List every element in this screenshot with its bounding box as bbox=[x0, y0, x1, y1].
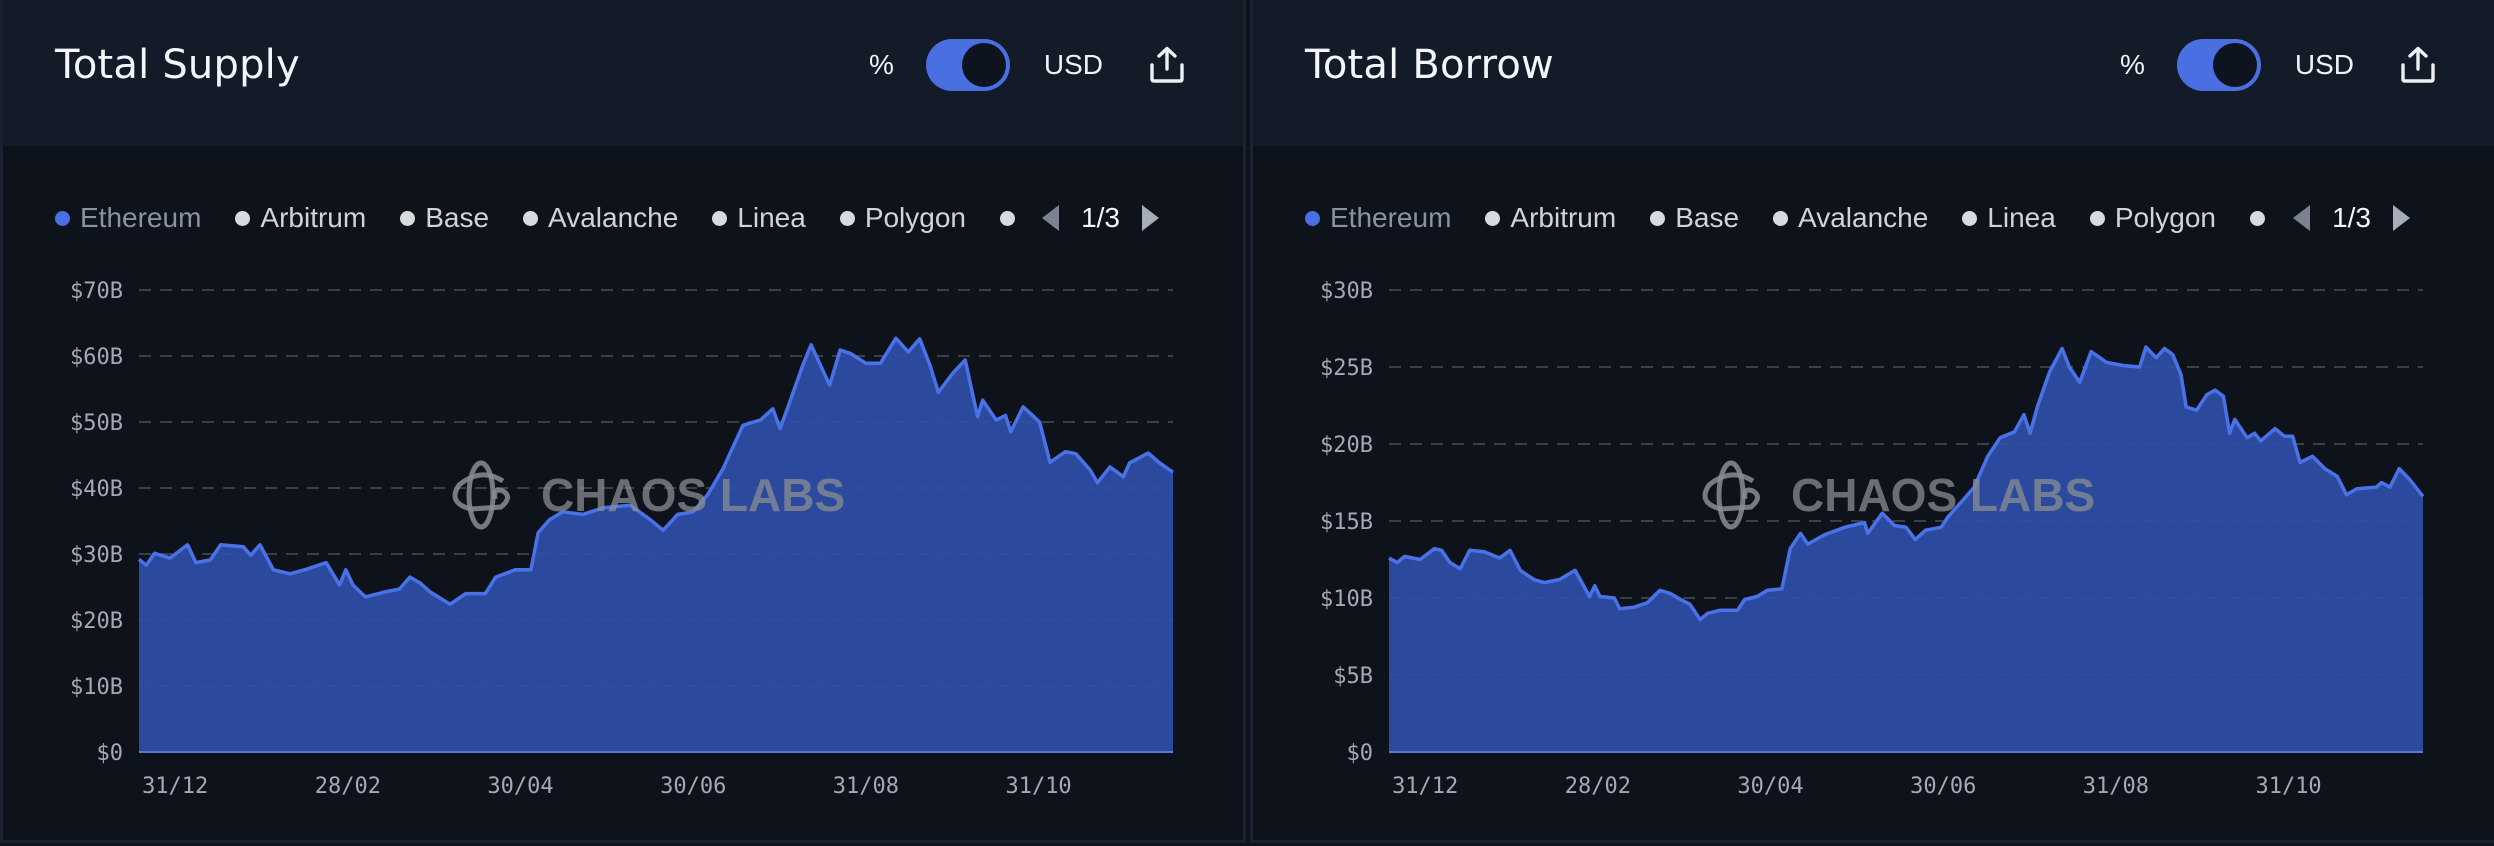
percent-usd-toggle[interactable] bbox=[925, 39, 1010, 91]
series-line bbox=[137, 336, 1174, 606]
legend-dot-icon bbox=[839, 210, 855, 226]
supply-area-chart[interactable]: $0 $10B $20B $30B $40B $50B $60B $70B 31/12 28/02… bbox=[3, 0, 1249, 843]
legend-dot-icon bbox=[1000, 210, 1015, 226]
legend-pager: 1/3 bbox=[1042, 202, 1159, 234]
usd-label: USD bbox=[2294, 49, 2354, 80]
panel-title: Total Borrow bbox=[1305, 42, 1554, 88]
share-upload-icon[interactable] bbox=[1147, 45, 1187, 85]
x-tick-label: 31/12 bbox=[142, 774, 208, 799]
chaos-labs-watermark: CHAOS LABS bbox=[1702, 460, 2095, 530]
y-tick-label: $40B bbox=[70, 477, 123, 502]
legend-dot-icon bbox=[712, 210, 728, 226]
legend-item-ethereum[interactable]: Ethereum bbox=[1305, 202, 1451, 234]
percent-usd-toggle[interactable] bbox=[2176, 39, 2261, 91]
legend-dot-icon bbox=[1773, 210, 1789, 226]
legend-dot-icon bbox=[1305, 210, 1320, 226]
legend-dot-icon bbox=[1962, 210, 1978, 226]
legend-page-indicator: 1/3 bbox=[2332, 202, 2371, 233]
area-fill bbox=[139, 338, 1173, 752]
chart-legend: Ethereum Arbitrum Base Avalanche Linea P… bbox=[55, 198, 1203, 238]
y-tick-label: $15B bbox=[1320, 510, 1373, 535]
legend-item-avalanche[interactable]: Avalanche bbox=[523, 202, 678, 234]
legend-dot-icon bbox=[235, 210, 251, 226]
panel-header: Total Supply % USD bbox=[3, 0, 1243, 146]
legend-item-arbitrum[interactable]: Arbitrum bbox=[235, 202, 366, 234]
x-tick-label: 31/12 bbox=[1392, 774, 1458, 799]
chart-legend: Ethereum Arbitrum Base Avalanche Linea P… bbox=[1305, 198, 2454, 238]
y-tick-label: $50B bbox=[70, 411, 123, 436]
toggle-knob bbox=[961, 43, 1006, 87]
legend-item-base[interactable]: Base bbox=[400, 202, 489, 234]
x-tick-label: 31/10 bbox=[1005, 774, 1071, 799]
x-tick-label: 30/06 bbox=[1910, 774, 1976, 799]
x-tick-label: 28/02 bbox=[315, 774, 381, 799]
y-tick-label: $10B bbox=[70, 675, 123, 700]
chaos-labs-watermark: CHAOS LABS bbox=[452, 460, 845, 530]
x-tick-label: 31/08 bbox=[2083, 774, 2149, 799]
panel-header: Total Borrow % USD bbox=[1253, 0, 2494, 146]
percent-label: % bbox=[868, 49, 894, 80]
legend-item-base[interactable]: Base bbox=[1650, 202, 1739, 234]
legend-pager: 1/3 bbox=[2293, 202, 2410, 234]
panel-title: Total Supply bbox=[55, 42, 300, 88]
legend-item-truncated[interactable] bbox=[2250, 210, 2275, 226]
y-tick-label: $60B bbox=[70, 345, 123, 370]
legend-dot-icon bbox=[2250, 210, 2265, 226]
total-borrow-panel: Total Borrow % USD Ethereum Arbitrum Bas… bbox=[1250, 0, 2494, 843]
y-tick-label: $30B bbox=[70, 543, 123, 568]
area-fill bbox=[1389, 347, 2423, 752]
x-tick-label: 30/04 bbox=[1737, 774, 1803, 799]
legend-item-arbitrum[interactable]: Arbitrum bbox=[1485, 202, 1616, 234]
next-page-arrow-icon[interactable] bbox=[2393, 205, 2410, 231]
y-tick-label: $30B bbox=[1320, 279, 1373, 304]
y-tick-label: $10B bbox=[1320, 587, 1373, 612]
x-tick-label: 31/10 bbox=[2255, 774, 2321, 799]
legend-page-indicator: 1/3 bbox=[1081, 202, 1120, 233]
legend-dot-icon bbox=[400, 210, 416, 226]
y-tick-label: $5B bbox=[1333, 664, 1373, 689]
total-supply-panel: Total Supply % USD Ethereum Arbitrum Bas… bbox=[0, 0, 1246, 843]
prev-page-arrow-icon[interactable] bbox=[2293, 205, 2311, 231]
legend-dot-icon bbox=[1650, 210, 1666, 226]
y-tick-label: $25B bbox=[1320, 356, 1373, 381]
unit-controls: % USD bbox=[869, 36, 1187, 94]
unit-controls: % USD bbox=[2120, 36, 2438, 94]
y-tick-label: $0 bbox=[97, 741, 124, 766]
legend-item-polygon[interactable]: Polygon bbox=[839, 202, 966, 234]
legend-dot-icon bbox=[523, 210, 539, 226]
legend-item-polygon[interactable]: Polygon bbox=[2089, 202, 2216, 234]
series-line bbox=[1388, 345, 2425, 622]
next-page-arrow-icon[interactable] bbox=[1142, 205, 1159, 231]
x-tick-label: 30/06 bbox=[660, 774, 726, 799]
x-tick-label: 30/04 bbox=[487, 774, 553, 799]
y-tick-label: $20B bbox=[1320, 433, 1373, 458]
legend-item-avalanche[interactable]: Avalanche bbox=[1773, 202, 1928, 234]
legend-dot-icon bbox=[2089, 210, 2105, 226]
x-tick-label: 28/02 bbox=[1565, 774, 1631, 799]
legend-item-linea[interactable]: Linea bbox=[712, 202, 806, 234]
share-upload-icon[interactable] bbox=[2398, 45, 2438, 85]
legend-item-truncated[interactable] bbox=[1000, 210, 1025, 226]
percent-label: % bbox=[2119, 49, 2145, 80]
y-tick-label: $0 bbox=[1347, 741, 1374, 766]
legend-item-ethereum[interactable]: Ethereum bbox=[55, 202, 201, 234]
y-tick-label: $70B bbox=[70, 279, 123, 304]
svg-text:CHAOS LABS: CHAOS LABS bbox=[541, 469, 845, 521]
svg-text:CHAOS LABS: CHAOS LABS bbox=[1791, 469, 2095, 521]
toggle-knob bbox=[2212, 43, 2257, 87]
usd-label: USD bbox=[1043, 49, 1103, 80]
x-tick-label: 31/08 bbox=[833, 774, 899, 799]
borrow-area-chart[interactable]: $0 $5B $10B $15B $20B $25B $30B 31/12 28/02 30/04… bbox=[1253, 0, 2494, 843]
legend-dot-icon bbox=[1485, 210, 1501, 226]
y-tick-label: $20B bbox=[70, 609, 123, 634]
legend-dot-icon bbox=[55, 210, 70, 226]
legend-item-linea[interactable]: Linea bbox=[1962, 202, 2056, 234]
prev-page-arrow-icon[interactable] bbox=[1042, 205, 1060, 231]
